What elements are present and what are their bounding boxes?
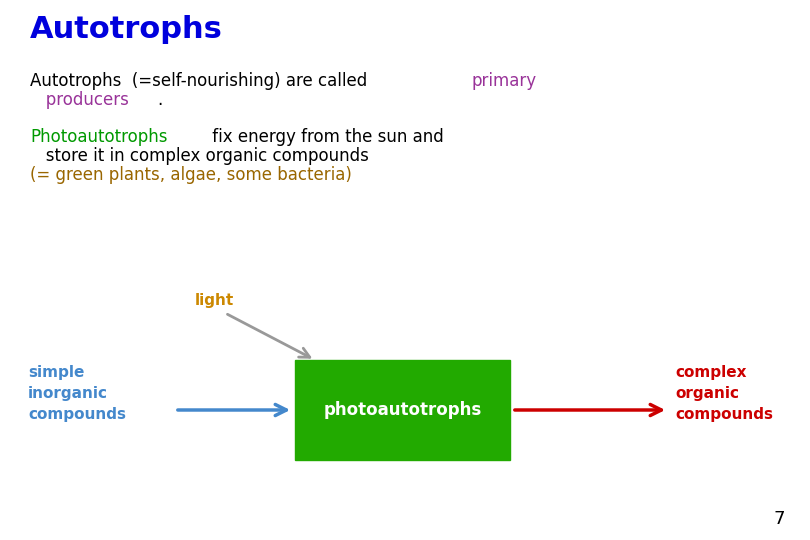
Text: store it in complex organic compounds: store it in complex organic compounds [30,147,369,165]
Text: complex
organic
compounds: complex organic compounds [675,365,773,422]
Text: 7: 7 [774,510,785,528]
Text: primary: primary [472,72,537,90]
Text: Autotrophs  (=self-nourishing) are called: Autotrophs (=self-nourishing) are called [30,72,373,90]
Text: fix energy from the sun and: fix energy from the sun and [207,128,444,146]
Text: (= green plants, algae, some bacteria): (= green plants, algae, some bacteria) [30,166,352,184]
Text: Autotrophs: Autotrophs [30,15,223,44]
Text: simple
inorganic
compounds: simple inorganic compounds [28,365,126,422]
Text: photoautotrophs: photoautotrophs [323,401,482,419]
Text: light: light [195,293,234,308]
Text: .: . [158,91,163,109]
Text: Photoautotrophs: Photoautotrophs [30,128,168,146]
FancyBboxPatch shape [295,360,510,460]
Text: producers: producers [30,91,129,109]
